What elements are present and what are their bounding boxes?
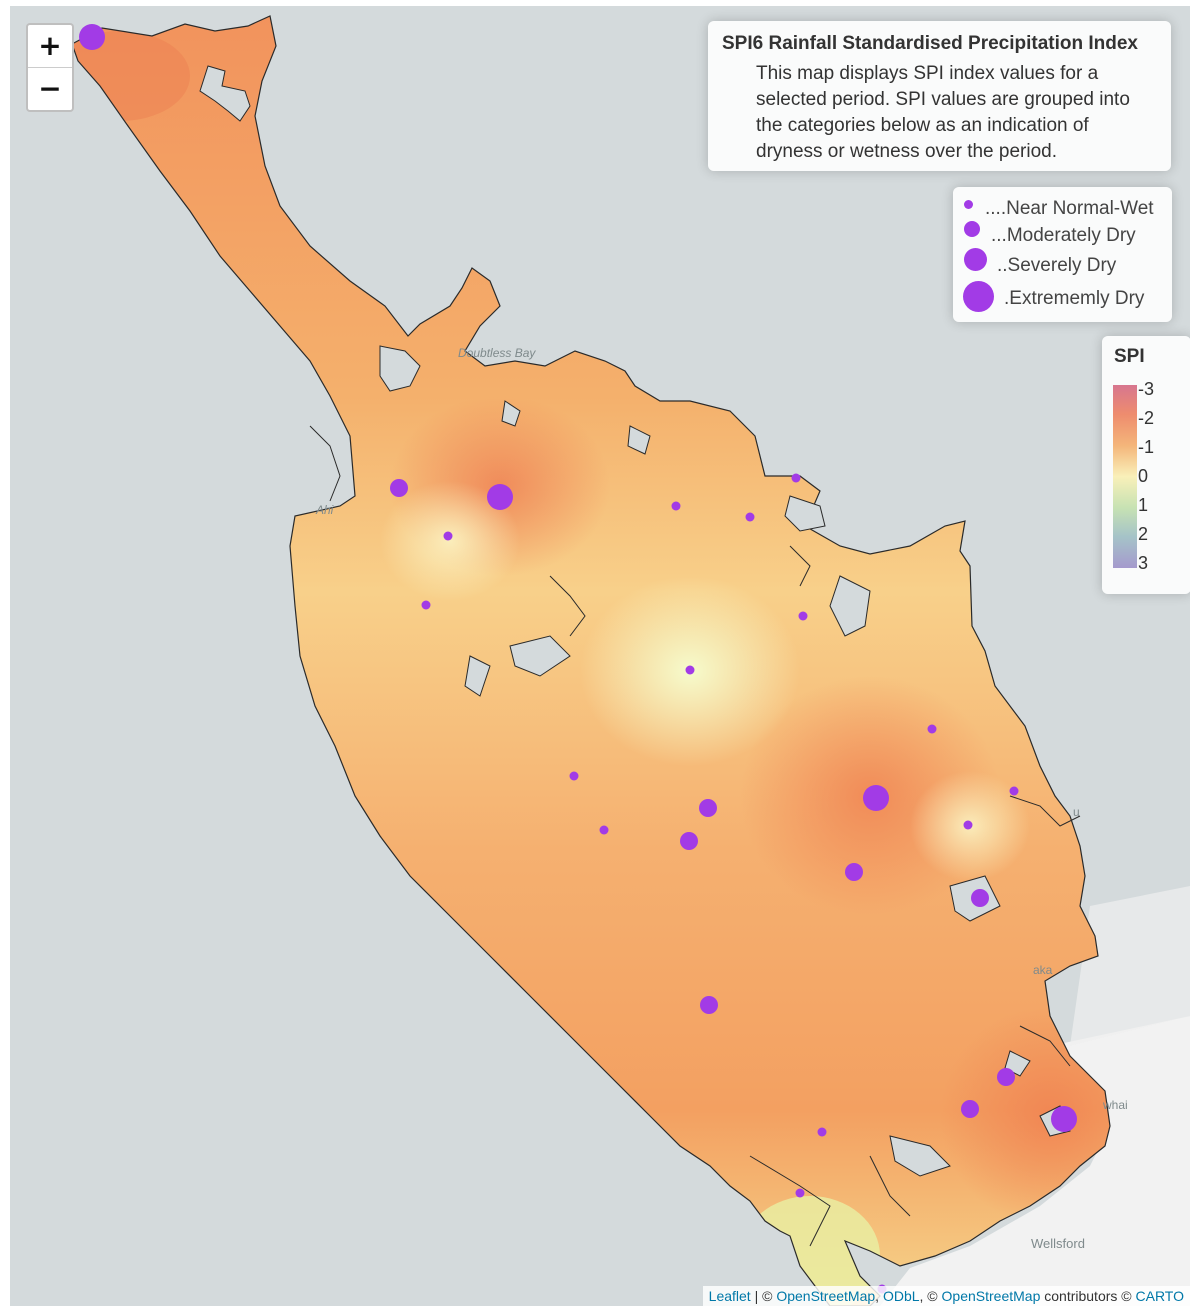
station-marker[interactable] xyxy=(1009,786,1019,796)
station-marker[interactable] xyxy=(963,820,973,830)
spi-color-legend: SPI -3 -2 -1 0 1 2 3 xyxy=(1102,336,1190,594)
attribution-contributors: contributors © xyxy=(1040,1288,1136,1304)
zoom-out-button[interactable]: − xyxy=(28,67,72,110)
odbl-link[interactable]: ODbL xyxy=(882,1288,920,1304)
osm-link-2[interactable]: OpenStreetMap xyxy=(941,1288,1041,1304)
info-description: This map displays SPI index values for a… xyxy=(756,63,1130,162)
station-marker[interactable] xyxy=(700,996,718,1014)
station-marker[interactable] xyxy=(971,889,989,907)
station-marker[interactable] xyxy=(961,1100,979,1118)
station-marker[interactable] xyxy=(671,501,681,511)
station-marker[interactable] xyxy=(798,611,808,621)
legend-label-severely-dry: ..Severely Dry xyxy=(997,255,1117,276)
station-marker[interactable] xyxy=(421,600,431,610)
station-marker[interactable] xyxy=(685,665,695,675)
spi-tick: -1 xyxy=(1138,437,1155,457)
station-marker[interactable] xyxy=(599,825,609,835)
spi-tick: -2 xyxy=(1138,408,1155,428)
place-label-u: u xyxy=(1073,805,1080,819)
info-panel: SPI6 Rainfall Standardised Precipitation… xyxy=(708,21,1171,171)
station-marker[interactable] xyxy=(699,799,717,817)
spi-tick: 2 xyxy=(1138,524,1149,544)
leaflet-link[interactable]: Leaflet xyxy=(708,1288,751,1304)
station-marker[interactable] xyxy=(487,484,513,510)
spi-legend-title: SPI xyxy=(1114,346,1145,367)
station-marker[interactable] xyxy=(795,1188,805,1198)
station-marker[interactable] xyxy=(997,1068,1015,1086)
spi-tick: 0 xyxy=(1138,466,1149,486)
station-marker[interactable] xyxy=(1051,1106,1077,1132)
attribution-comma: , xyxy=(875,1288,883,1304)
station-marker[interactable] xyxy=(390,479,408,497)
legend-label-extremely-dry: .Extrememly Dry xyxy=(1004,288,1145,309)
legend-label-moderately-dry: ...Moderately Dry xyxy=(991,225,1136,246)
spi-tick: 1 xyxy=(1138,495,1149,515)
place-label-whai: whai xyxy=(1103,1098,1128,1112)
info-title: SPI6 Rainfall Standardised Precipitation… xyxy=(722,33,1138,54)
map-attribution: Leaflet | © OpenStreetMap, ODbL, © OpenS… xyxy=(702,1286,1190,1306)
spi-color-ramp xyxy=(1113,385,1137,568)
attribution-separator: | © xyxy=(750,1288,777,1304)
station-marker[interactable] xyxy=(791,473,801,483)
place-label-wellsford: Wellsford xyxy=(1031,1236,1085,1251)
legend-dot-severely-dry xyxy=(964,248,987,271)
category-legend: ....Near Normal-Wet ...Moderately Dry ..… xyxy=(953,187,1172,322)
legend-dot-extremely-dry xyxy=(963,281,994,312)
station-marker[interactable] xyxy=(443,531,453,541)
legend-label-near-normal: ....Near Normal-Wet xyxy=(985,198,1154,219)
zoom-control: + − xyxy=(26,23,74,112)
legend-dot-near-normal xyxy=(964,200,973,209)
station-marker[interactable] xyxy=(745,512,755,522)
osm-link[interactable]: OpenStreetMap xyxy=(776,1288,876,1304)
attribution-separator-2: , © xyxy=(919,1288,942,1304)
station-marker[interactable] xyxy=(927,724,937,734)
station-marker[interactable] xyxy=(817,1127,827,1137)
place-label-doubtless-bay: Doubtless Bay xyxy=(458,346,536,360)
zoom-in-button[interactable]: + xyxy=(38,29,62,62)
station-marker[interactable] xyxy=(79,24,105,50)
map-container[interactable]: Doubtless Bay Ahi Wellsford whai u aka +… xyxy=(10,6,1190,1306)
spi-tick: 3 xyxy=(1138,553,1149,573)
carto-link[interactable]: CARTO xyxy=(1135,1288,1185,1304)
station-marker[interactable] xyxy=(863,785,889,811)
station-marker[interactable] xyxy=(569,771,579,781)
station-marker[interactable] xyxy=(845,863,863,881)
place-label-aka: aka xyxy=(1033,963,1053,977)
spi-tick: -3 xyxy=(1138,379,1155,399)
station-marker[interactable] xyxy=(680,832,698,850)
place-label-ahi: Ahi xyxy=(316,503,334,517)
legend-dot-moderately-dry xyxy=(964,221,980,237)
